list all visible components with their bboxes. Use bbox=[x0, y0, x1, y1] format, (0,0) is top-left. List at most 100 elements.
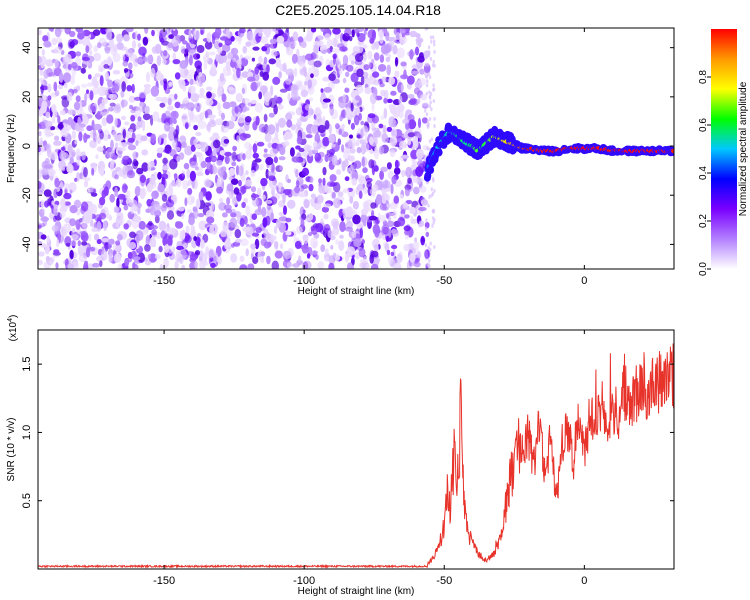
noise-speckle bbox=[156, 55, 162, 66]
noise-speckle bbox=[351, 29, 355, 38]
noise-speckle bbox=[371, 29, 376, 41]
noise-speckle bbox=[390, 251, 395, 257]
noise-speckle bbox=[193, 236, 198, 242]
noise-speckle bbox=[123, 184, 128, 190]
noise-speckle bbox=[198, 256, 203, 262]
noise-speckle bbox=[198, 191, 204, 201]
noise-speckle bbox=[222, 101, 231, 110]
noise-speckle bbox=[353, 115, 360, 126]
noise-speckle bbox=[323, 86, 333, 93]
noise-speckle bbox=[101, 98, 108, 105]
noise-speckle bbox=[184, 197, 188, 207]
noise-speckle bbox=[70, 234, 79, 241]
spectrogram-xtick-label: 0 bbox=[581, 275, 587, 287]
noise-speckle bbox=[247, 76, 256, 82]
noise-speckle bbox=[128, 242, 137, 250]
noise-speckle bbox=[282, 192, 286, 204]
noise-speckle bbox=[67, 109, 76, 115]
noise-speckle bbox=[129, 231, 136, 239]
noise-speckle bbox=[229, 217, 238, 229]
noise-speckle bbox=[116, 33, 123, 43]
noise-speckle bbox=[124, 257, 130, 267]
noise-speckle bbox=[373, 130, 382, 138]
noise-speckle bbox=[425, 226, 428, 231]
noise-speckle bbox=[405, 122, 410, 131]
noise-speckle bbox=[290, 83, 299, 94]
noise-speckle bbox=[392, 45, 398, 55]
noise-speckle bbox=[197, 213, 205, 218]
noise-speckle bbox=[71, 130, 77, 140]
noise-speckle bbox=[53, 188, 58, 199]
noise-speckle bbox=[174, 101, 181, 109]
noise-speckle bbox=[331, 47, 341, 54]
noise-speckle bbox=[319, 43, 325, 52]
noise-speckle bbox=[56, 239, 60, 248]
noise-speckle bbox=[89, 50, 93, 56]
noise-speckle bbox=[38, 151, 42, 156]
noise-speckle bbox=[90, 192, 98, 197]
noise-speckle bbox=[252, 121, 258, 131]
noise-speckle bbox=[360, 120, 365, 126]
noise-speckle bbox=[273, 95, 278, 102]
noise-speckle bbox=[346, 64, 354, 72]
noise-speckle bbox=[311, 250, 319, 255]
noise-speckle bbox=[258, 32, 263, 37]
noise-speckle bbox=[182, 179, 189, 190]
noise-speckle bbox=[248, 143, 252, 152]
noise-speckle bbox=[299, 68, 307, 76]
noise-speckle bbox=[40, 216, 49, 222]
noise-speckle bbox=[424, 222, 430, 229]
noise-speckle bbox=[335, 239, 340, 245]
noise-speckle bbox=[401, 33, 405, 38]
noise-speckle bbox=[378, 145, 385, 155]
noise-speckle bbox=[236, 67, 241, 79]
noise-speckle bbox=[81, 38, 91, 46]
noise-speckle bbox=[153, 203, 162, 211]
noise-speckle bbox=[411, 161, 418, 166]
noise-speckle bbox=[423, 71, 427, 76]
noise-speckle bbox=[146, 54, 154, 64]
noise-speckle bbox=[181, 229, 186, 240]
noise-speckle bbox=[205, 180, 214, 187]
noise-speckle bbox=[138, 91, 147, 99]
noise-speckle bbox=[38, 111, 44, 116]
noise-speckle bbox=[412, 241, 420, 250]
noise-speckle bbox=[385, 56, 391, 63]
noise-speckle bbox=[138, 46, 147, 56]
noise-speckle bbox=[204, 40, 213, 50]
noise-speckle bbox=[421, 117, 428, 124]
noise-speckle bbox=[198, 153, 204, 163]
noise-speckle bbox=[268, 174, 276, 182]
noise-speckle bbox=[223, 138, 230, 144]
noise-speckle bbox=[386, 162, 392, 170]
noise-speckle bbox=[74, 177, 78, 182]
noise-speckle bbox=[214, 28, 222, 37]
noise-speckle bbox=[258, 91, 263, 100]
noise-speckle bbox=[409, 30, 418, 38]
noise-speckle bbox=[158, 245, 163, 253]
noise-speckle bbox=[181, 213, 185, 220]
snr-series-group bbox=[38, 343, 674, 569]
noise-speckle bbox=[374, 146, 378, 154]
noise-speckle bbox=[298, 61, 306, 68]
noise-speckle bbox=[318, 185, 325, 194]
noise-speckle bbox=[199, 73, 206, 84]
noise-speckle bbox=[164, 87, 171, 94]
noise-speckle bbox=[407, 94, 415, 99]
noise-speckle bbox=[368, 159, 375, 169]
noise-speckle bbox=[399, 36, 408, 45]
noise-speckle bbox=[142, 36, 149, 46]
noise-speckle bbox=[57, 123, 64, 130]
noise-speckle bbox=[49, 28, 55, 33]
noise-speckle bbox=[195, 75, 201, 87]
noise-speckle bbox=[290, 124, 296, 131]
noise-speckle bbox=[174, 261, 179, 269]
noise-speckle bbox=[205, 98, 214, 106]
noise-speckle bbox=[407, 119, 417, 130]
noise-speckle bbox=[200, 160, 207, 169]
noise-speckle bbox=[327, 229, 334, 239]
noise-speckle bbox=[404, 214, 410, 219]
noise-speckle bbox=[425, 231, 430, 237]
noise-speckle bbox=[195, 171, 204, 177]
noise-speckle bbox=[275, 218, 281, 229]
